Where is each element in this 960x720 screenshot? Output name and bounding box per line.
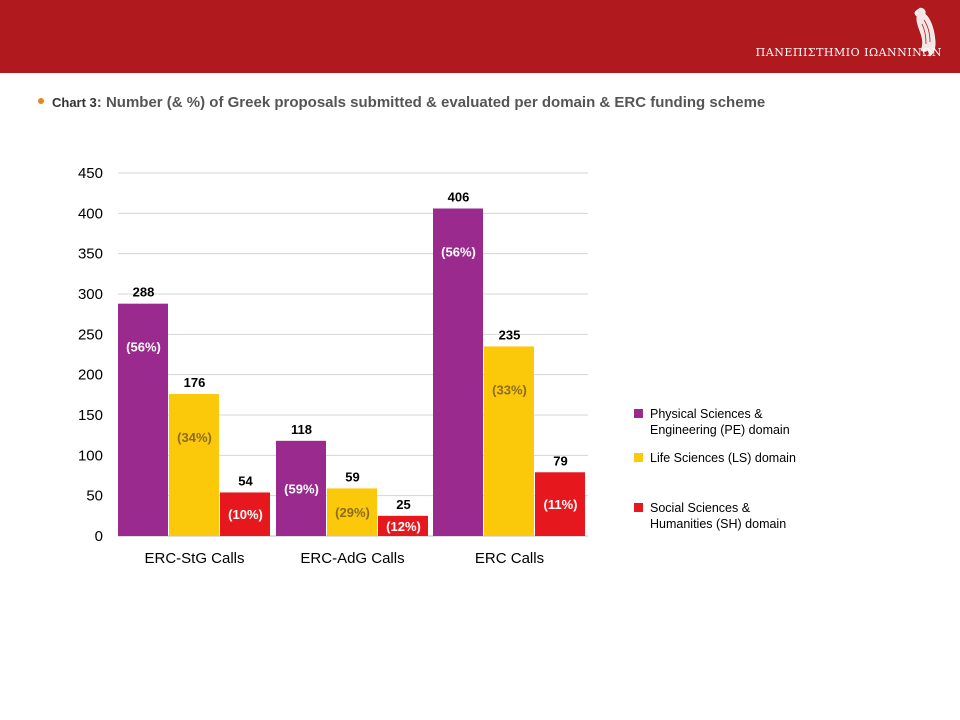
legend-swatch [634, 453, 643, 462]
y-tick-label: 200 [78, 367, 103, 384]
category-label: ERC Calls [475, 550, 544, 567]
y-tick-label: 400 [78, 205, 103, 222]
legend-label: Life Sciences (LS) domain [650, 451, 796, 465]
percent-label: (34%) [177, 430, 212, 445]
category-label: ERC-AdG Calls [300, 550, 404, 567]
eagle-logo-icon [914, 7, 936, 57]
data-label: 79 [553, 453, 567, 468]
y-tick-label: 50 [86, 488, 103, 505]
data-label: 54 [238, 473, 253, 488]
bar [169, 394, 219, 536]
legend-label: Humanities (SH) domain [650, 517, 786, 531]
chart-headline: Chart 3: Number (& %) of Greek proposals… [38, 94, 765, 111]
data-label: 406 [448, 189, 470, 204]
y-tick-label: 450 [78, 165, 103, 182]
headline-separator: : [96, 94, 106, 111]
header-banner: ΠΑΝΕΠΙΣΤΗΜΙΟ ΙΩΑΝΝΙΝΩΝ [0, 0, 960, 73]
y-tick-label: 300 [78, 286, 103, 303]
y-tick-label: 350 [78, 246, 103, 263]
percent-label: (56%) [441, 244, 476, 259]
legend-swatch [634, 503, 643, 512]
data-label: 235 [499, 327, 521, 342]
chart-title: Number (& %) of Greek proposals submitte… [105, 94, 766, 111]
y-tick-label: 250 [78, 326, 103, 343]
percent-label: (29%) [335, 505, 370, 520]
percent-label: (59%) [284, 481, 319, 496]
data-label: 288 [133, 285, 155, 300]
legend-label: Physical Sciences & [650, 407, 763, 421]
chart-number: Chart 3 [52, 95, 97, 110]
y-tick-label: 150 [78, 407, 103, 424]
data-label: 118 [291, 422, 312, 437]
y-tick-label: 100 [78, 447, 103, 464]
percent-label: (10%) [228, 507, 263, 522]
bar [433, 208, 483, 536]
percent-label: (33%) [492, 382, 527, 397]
legend-swatch [634, 409, 643, 418]
bullet-icon [38, 98, 44, 105]
percent-label: (11%) [544, 497, 578, 512]
percent-label: (12%) [386, 519, 421, 534]
bar [118, 303, 168, 536]
data-label: 25 [396, 497, 410, 512]
data-label: 176 [184, 375, 206, 390]
percent-label: (56%) [126, 340, 161, 355]
data-label: 59 [345, 469, 359, 484]
university-name: ΠΑΝΕΠΙΣΤΗΜΙΟ ΙΩΑΝΝΙΝΩΝ [755, 46, 942, 59]
bar [327, 488, 377, 536]
category-label: ERC-StG Calls [144, 550, 244, 567]
legend-label: Engineering (PE) domain [650, 423, 790, 437]
bar [535, 472, 585, 536]
bar [276, 440, 326, 536]
legend-label: Social Sciences & [650, 501, 751, 515]
bar [484, 346, 534, 536]
y-tick-label: 0 [95, 528, 103, 545]
bar [220, 492, 270, 536]
bar [378, 515, 428, 536]
